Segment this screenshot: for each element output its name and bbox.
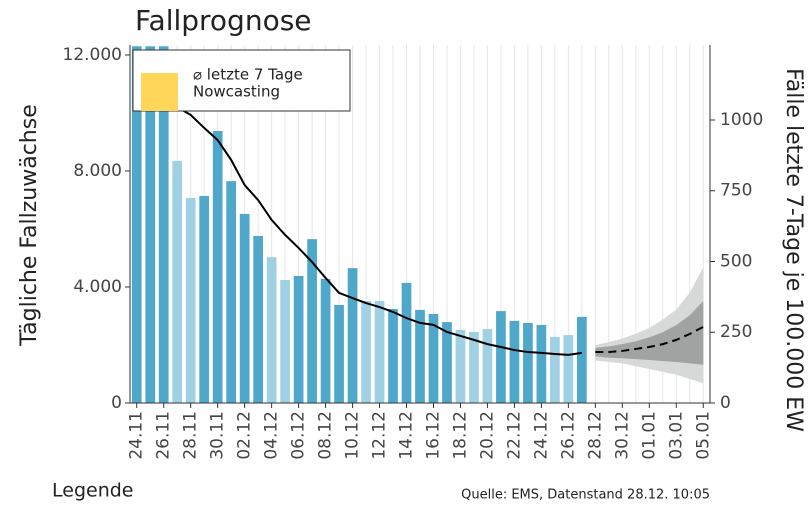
bar (388, 309, 398, 403)
bar (307, 239, 317, 403)
bar (577, 316, 587, 403)
bar (266, 257, 277, 403)
plot-area (131, 45, 704, 403)
bar (199, 195, 210, 403)
bar (131, 46, 142, 403)
bar (550, 336, 560, 403)
bar (347, 268, 358, 403)
x-tick-label: 28.11 (181, 411, 201, 460)
x-tick-label: 28.12 (585, 411, 605, 460)
x-tick-label: 12.12 (370, 411, 390, 460)
bar (523, 322, 533, 403)
y-tick-label: 0 (111, 393, 122, 413)
y2-tick-label: 250 (720, 322, 752, 342)
x-tick-label: 20.12 (477, 411, 497, 460)
x-tick-label: 30.11 (208, 411, 228, 460)
x-tick-label: 02.12 (235, 411, 255, 460)
forecast-band (595, 301, 704, 365)
x-tick-label: 24.11 (127, 411, 147, 460)
x-tick-label: 16.12 (423, 411, 443, 460)
y2-tick-label: 750 (720, 181, 752, 201)
x-tick-label: 24.12 (531, 411, 551, 460)
forecast-line (595, 325, 704, 354)
bar (334, 304, 344, 403)
x-tick-label: 01.01 (639, 411, 659, 460)
bar (239, 213, 250, 403)
bar (293, 275, 304, 403)
bar (428, 313, 439, 403)
bar (158, 46, 169, 403)
legend-label: ⌀ letzte 7 Tage (193, 66, 303, 84)
bar (442, 322, 452, 403)
x-tick-label: 03.01 (666, 411, 686, 460)
y-tick-label: 12.000 (63, 45, 122, 65)
y2-tick-label: 0 (720, 393, 731, 413)
bar (401, 282, 412, 403)
x-tick-label: 04.12 (262, 411, 282, 460)
y-axis-label: Tägliche Fallzuwächse (17, 104, 42, 346)
footer-legend: Legende (52, 480, 133, 502)
x-tick-label: 30.12 (612, 411, 632, 460)
x-tick-label: 05.01 (693, 411, 713, 460)
y2-axis-label: Fälle letzte 7-Tage je 100.000 EW (781, 68, 806, 432)
x-tick-label: 18.12 (450, 411, 470, 460)
y2-tick-label: 500 (720, 251, 752, 271)
y-tick-label: 8.000 (73, 161, 122, 181)
legend-label: Nowcasting (193, 83, 280, 101)
bar (320, 278, 331, 403)
bar (361, 300, 371, 403)
x-tick-label: 08.12 (316, 411, 336, 460)
x-tick-label: 22.12 (504, 411, 524, 460)
line (163, 99, 583, 356)
x-tick-label: 06.12 (289, 411, 309, 460)
bar (415, 309, 425, 403)
bar (455, 329, 466, 403)
bar (536, 324, 547, 403)
bar (212, 130, 223, 403)
bar (253, 235, 263, 403)
bar (185, 197, 196, 403)
bar (145, 46, 156, 403)
legend-swatch (141, 73, 178, 111)
y-tick-label: 4.000 (73, 277, 122, 297)
bar (509, 320, 520, 403)
source: Quelle: EMS, Datenstand 28.12. 10:05 (461, 488, 710, 503)
x-tick-label: 26.12 (558, 411, 578, 460)
y2-tick-label: 1000 (720, 110, 763, 130)
bar (226, 181, 237, 403)
bar (172, 160, 183, 403)
bar (280, 280, 290, 403)
x-tick-label: 26.11 (154, 411, 174, 460)
chart-title: Fallprognose (135, 4, 312, 37)
bar (563, 335, 574, 403)
bar (469, 331, 479, 403)
bar (496, 311, 506, 403)
x-tick-label: 10.12 (343, 411, 363, 460)
bar (482, 329, 493, 403)
x-tick-label: 14.12 (397, 411, 417, 460)
bar (374, 300, 385, 403)
